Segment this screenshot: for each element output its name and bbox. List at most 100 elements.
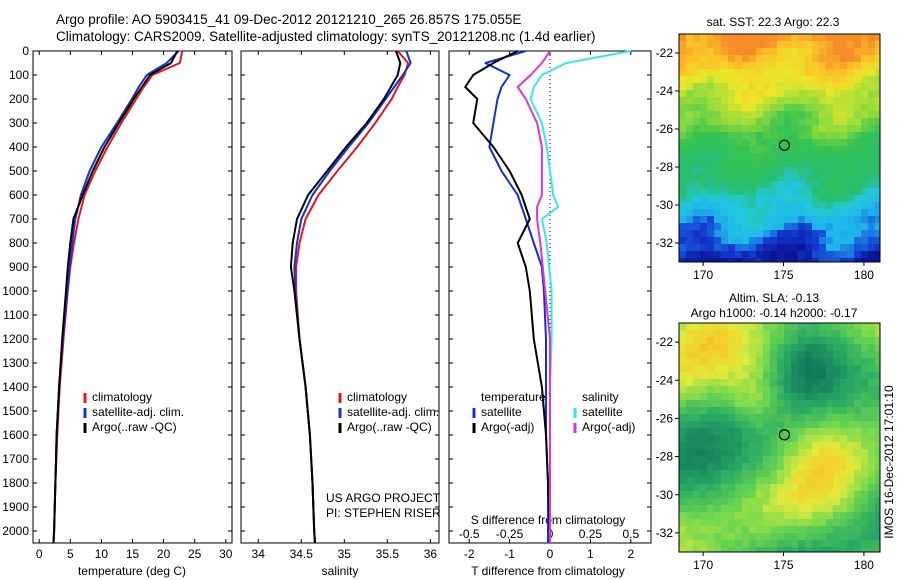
map-cell — [721, 386, 729, 394]
map-y-tick-label: -26 — [656, 122, 674, 136]
map-cell — [728, 167, 736, 175]
map-cell — [735, 153, 743, 161]
legend-label: satellite-adj. clim. — [92, 405, 184, 419]
legend-label: climatology — [347, 390, 407, 404]
map-cell — [770, 365, 778, 373]
map-cell — [791, 505, 799, 513]
panel-frame-salinity — [240, 50, 440, 544]
map-cell — [854, 540, 862, 548]
map-cell — [847, 181, 855, 189]
map-cell — [756, 449, 764, 457]
map-cell — [819, 470, 827, 478]
map-cell — [840, 195, 848, 203]
map-cell — [826, 76, 834, 84]
map-cell — [826, 62, 834, 70]
map-cell — [686, 83, 694, 91]
map-cell — [868, 421, 876, 429]
map-cell — [819, 435, 827, 443]
map-cell — [819, 505, 827, 513]
map-cell — [791, 421, 799, 429]
map-cell — [721, 55, 729, 63]
map-cell — [749, 421, 757, 429]
map-cell — [784, 76, 792, 84]
map-cell — [791, 435, 799, 443]
map-cell — [854, 498, 862, 506]
map-cell — [777, 258, 785, 262]
map-cell — [812, 470, 820, 478]
map-cell — [840, 160, 848, 168]
map-cell — [700, 237, 708, 245]
map-cell — [826, 533, 834, 541]
map-cell — [826, 519, 834, 527]
map-cell — [875, 330, 880, 338]
map-cell — [763, 76, 771, 84]
map-cell — [707, 449, 715, 457]
map-cell — [679, 118, 687, 126]
map-cell — [686, 132, 694, 140]
map-cell — [798, 76, 806, 84]
map-y-tick-label: -28 — [656, 160, 674, 174]
map-cell — [700, 435, 708, 443]
map-cell — [707, 202, 715, 210]
map-cell — [868, 505, 876, 513]
map-cell — [756, 456, 764, 464]
map-cell — [763, 244, 771, 252]
map-cell — [763, 111, 771, 119]
map-cell — [700, 365, 708, 373]
map-cell — [812, 372, 820, 380]
map-cell — [840, 34, 848, 42]
map-cell — [854, 351, 862, 359]
map-cell — [791, 83, 799, 91]
map-cell — [770, 519, 778, 527]
map-cell — [770, 358, 778, 366]
map-cell — [679, 372, 687, 380]
map-cell — [826, 216, 834, 224]
map-cell — [707, 365, 715, 373]
map-cell — [840, 526, 848, 534]
map-cell — [728, 498, 736, 506]
map-cell — [826, 512, 834, 520]
map-cell — [833, 223, 841, 231]
map-cell — [742, 174, 750, 182]
map-cell — [826, 90, 834, 98]
map-cell — [679, 400, 687, 408]
map-cell — [728, 344, 736, 352]
map-cell — [707, 90, 715, 98]
map-cell — [798, 251, 806, 259]
map-cell — [756, 188, 764, 196]
map-cell — [679, 449, 687, 457]
map-cell — [784, 449, 792, 457]
map-cell — [707, 69, 715, 77]
map-cell — [791, 372, 799, 380]
map-cell — [840, 153, 848, 161]
map-cell — [728, 237, 736, 245]
map-cell — [784, 216, 792, 224]
map-cell — [854, 153, 862, 161]
map-cell — [833, 323, 841, 331]
map-cell — [714, 118, 722, 126]
map-cell — [707, 351, 715, 359]
map-cell — [875, 167, 880, 175]
map-cell — [868, 83, 876, 91]
map-cell — [805, 407, 813, 415]
map-cell — [868, 519, 876, 527]
map-cell — [854, 90, 862, 98]
map-cell — [686, 139, 694, 147]
map-cell — [728, 132, 736, 140]
map-cell — [700, 330, 708, 338]
map-cell — [819, 428, 827, 436]
temperature-series-line — [52, 50, 180, 544]
map-cell — [833, 209, 841, 217]
map-cell — [714, 330, 722, 338]
salinity-series-line — [289, 50, 402, 544]
map-cell — [861, 323, 869, 331]
map-cell — [833, 153, 841, 161]
map-cell — [686, 379, 694, 387]
map-cell — [868, 48, 876, 56]
map-cell — [763, 407, 771, 415]
map-cell — [840, 83, 848, 91]
map-cell — [840, 97, 848, 105]
map-cell — [714, 421, 722, 429]
map-cell — [770, 202, 778, 210]
map-cell — [840, 456, 848, 464]
